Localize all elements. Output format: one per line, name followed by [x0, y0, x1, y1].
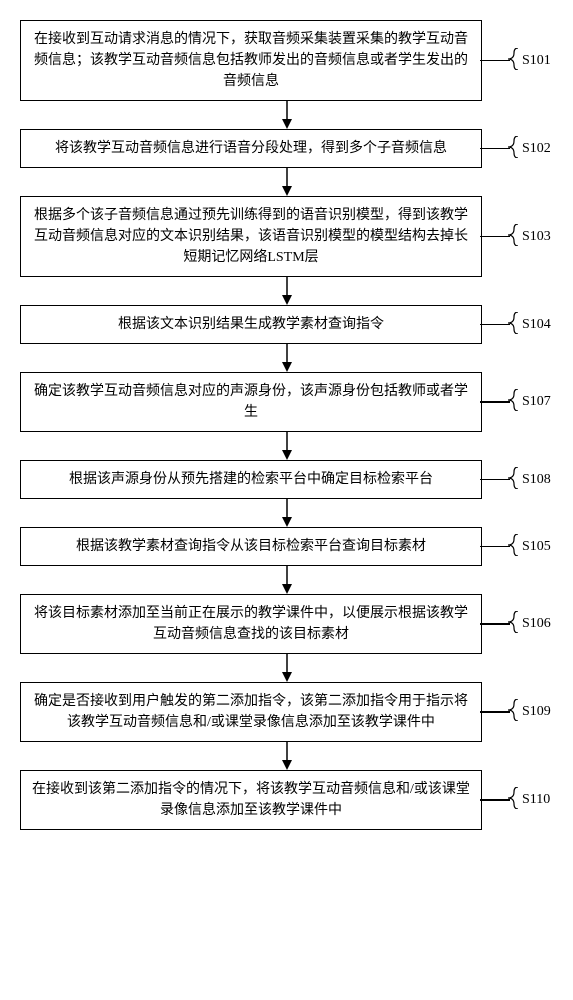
connector-line [480, 711, 510, 713]
step-box: 根据多个该子音频信息通过预先训练得到的语音识别模型，得到该教学互动音频信息对应的… [20, 196, 482, 277]
connector-line [480, 324, 510, 326]
step-row: 在接收到该第二添加指令的情况下，将该教学互动音频信息和/或该课堂录像信息添加至该… [20, 770, 553, 830]
label-connector: S110 [480, 787, 550, 813]
label-connector: S107 [480, 389, 551, 415]
label-connector: S103 [480, 224, 551, 250]
curve-icon [508, 699, 520, 725]
curve-icon [508, 136, 520, 162]
connector-line [480, 799, 510, 801]
connector-line [480, 148, 510, 150]
step-row: 将该教学互动音频信息进行语音分段处理，得到多个子音频信息 S102 [20, 129, 553, 168]
label-connector: S102 [480, 136, 551, 162]
connector-line [480, 479, 510, 481]
label-connector: S106 [480, 611, 551, 637]
step-box: 将该教学互动音频信息进行语音分段处理，得到多个子音频信息 [20, 129, 482, 168]
curve-icon [508, 224, 520, 250]
step-row: 确定是否接收到用户触发的第二添加指令，该第二添加指令用于指示将该教学互动音频信息… [20, 682, 553, 742]
connector-line [480, 401, 510, 403]
arrow-down-icon [67, 566, 507, 594]
arrow-down-icon [67, 101, 507, 129]
step-label: S101 [522, 53, 551, 69]
arrow-down-icon [67, 168, 507, 196]
arrow-down-icon [67, 277, 507, 305]
step-box: 确定是否接收到用户触发的第二添加指令，该第二添加指令用于指示将该教学互动音频信息… [20, 682, 482, 742]
step-box: 根据该声源身份从预先搭建的检索平台中确定目标检索平台 [20, 460, 482, 499]
step-box: 在接收到该第二添加指令的情况下，将该教学互动音频信息和/或该课堂录像信息添加至该… [20, 770, 482, 830]
step-label: S102 [522, 141, 551, 157]
step-row: 确定该教学互动音频信息对应的声源身份，该声源身份包括教师或者学生 S107 [20, 372, 553, 432]
step-label: S109 [522, 704, 551, 720]
step-label: S105 [522, 539, 551, 555]
step-row: 根据该声源身份从预先搭建的检索平台中确定目标检索平台 S108 [20, 460, 553, 499]
connector-line [480, 236, 510, 238]
step-label: S107 [522, 394, 551, 410]
connector-line [480, 60, 510, 62]
step-row: 根据该文本识别结果生成教学素材查询指令 S104 [20, 305, 553, 344]
flowchart-container: 在接收到互动请求消息的情况下，获取音频采集装置采集的教学互动音频信息；该教学互动… [20, 20, 553, 830]
step-box: 在接收到互动请求消息的情况下，获取音频采集装置采集的教学互动音频信息；该教学互动… [20, 20, 482, 101]
arrow-down-icon [67, 654, 507, 682]
curve-icon [508, 389, 520, 415]
label-connector: S105 [480, 534, 551, 560]
step-label: S103 [522, 229, 551, 245]
label-connector: S108 [480, 467, 551, 493]
connector-line [480, 546, 510, 548]
step-row: 根据该教学素材查询指令从该目标检索平台查询目标素材 S105 [20, 527, 553, 566]
arrow-down-icon [67, 344, 507, 372]
arrow-down-icon [67, 742, 507, 770]
arrow-down-icon [67, 499, 507, 527]
curve-icon [508, 312, 520, 338]
step-label: S106 [522, 616, 551, 632]
step-row: 在接收到互动请求消息的情况下，获取音频采集装置采集的教学互动音频信息；该教学互动… [20, 20, 553, 101]
label-connector: S104 [480, 312, 551, 338]
step-row: 将该目标素材添加至当前正在展示的教学课件中，以便展示根据该教学互动音频信息查找的… [20, 594, 553, 654]
label-connector: S109 [480, 699, 551, 725]
step-box: 确定该教学互动音频信息对应的声源身份，该声源身份包括教师或者学生 [20, 372, 482, 432]
curve-icon [508, 787, 520, 813]
curve-icon [508, 48, 520, 74]
step-box: 根据该教学素材查询指令从该目标检索平台查询目标素材 [20, 527, 482, 566]
step-label: S104 [522, 317, 551, 333]
connector-line [480, 623, 510, 625]
label-connector: S101 [480, 48, 551, 74]
step-label: S110 [522, 792, 550, 808]
step-box: 根据该文本识别结果生成教学素材查询指令 [20, 305, 482, 344]
curve-icon [508, 467, 520, 493]
step-label: S108 [522, 472, 551, 488]
step-row: 根据多个该子音频信息通过预先训练得到的语音识别模型，得到该教学互动音频信息对应的… [20, 196, 553, 277]
arrow-down-icon [67, 432, 507, 460]
curve-icon [508, 534, 520, 560]
curve-icon [508, 611, 520, 637]
step-box: 将该目标素材添加至当前正在展示的教学课件中，以便展示根据该教学互动音频信息查找的… [20, 594, 482, 654]
